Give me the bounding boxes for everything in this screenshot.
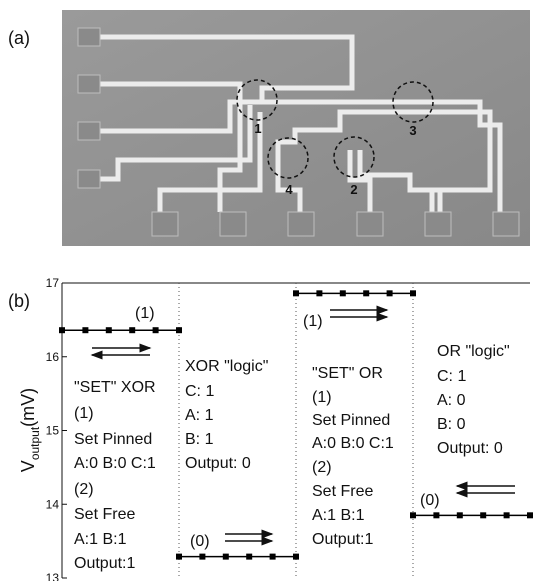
annotation: (1) [74, 405, 94, 422]
annotation: OR "logic" [437, 343, 510, 360]
marker-label: 3 [409, 123, 416, 138]
marker-label: 2 [350, 182, 357, 197]
annotation: A:1 B:1 [74, 531, 127, 548]
level-marker [433, 512, 439, 518]
annotation: A: 1 [185, 407, 214, 424]
annotation: XOR "logic" [185, 358, 268, 375]
annotation: (1) [303, 313, 323, 330]
y-tick-label: 15 [46, 424, 60, 438]
panel-label: (b) [8, 291, 30, 311]
annotation: "SET" OR [312, 365, 383, 382]
level-marker [340, 290, 346, 296]
annotation: C: 1 [185, 383, 214, 400]
annotation: A: 0 [437, 392, 466, 409]
y-axis-label-main: V [18, 460, 38, 472]
annotation: (1) [135, 305, 155, 322]
level-marker [153, 327, 159, 333]
level-marker [199, 554, 205, 560]
annotation: Output: 0 [185, 455, 251, 472]
level-marker [293, 290, 299, 296]
annotation: B: 1 [185, 431, 214, 448]
annotation: (2) [74, 481, 94, 498]
y-axis-label-sub: output [28, 426, 42, 460]
level-marker [504, 512, 510, 518]
micrograph [62, 10, 530, 246]
level-marker [129, 327, 135, 333]
annotation: Set Free [74, 506, 135, 523]
y-axis-label-unit: (mV) [18, 388, 38, 427]
annotation: C: 1 [437, 368, 466, 385]
level-marker [223, 554, 229, 560]
annotation: (0) [190, 533, 210, 550]
y-axis-label: Voutput(mV) [18, 388, 42, 472]
annotation: A:0 B:0 C:1 [312, 435, 394, 452]
annotation: "SET" XOR [74, 379, 156, 396]
annotation: A:1 B:1 [312, 507, 365, 524]
level-marker [270, 554, 276, 560]
annotation: A:0 B:0 C:1 [74, 455, 156, 472]
level-marker [387, 290, 393, 296]
annotation: Output:1 [312, 531, 373, 548]
annotation: (2) [312, 459, 332, 476]
level-marker [106, 327, 112, 333]
y-tick-label: 14 [46, 497, 60, 511]
annotation: Set Pinned [312, 412, 390, 429]
level-marker [457, 512, 463, 518]
annotation: Set Free [312, 483, 373, 500]
figure: (a) 1 3 4 2 (b) Voutput(mV) 13 14 15 16 17 (1… [0, 0, 533, 581]
level-marker [316, 290, 322, 296]
level-marker [82, 327, 88, 333]
annotation: Output:1 [74, 555, 135, 572]
annotation: Set Pinned [74, 431, 152, 448]
marker-label: 1 [254, 121, 261, 136]
level-marker [246, 554, 252, 560]
annotation: B: 0 [437, 416, 466, 433]
annotation: Output: 0 [437, 440, 503, 457]
y-tick-label: 17 [46, 276, 60, 290]
level-marker [410, 512, 416, 518]
level-marker [363, 290, 369, 296]
panel-label: (a) [8, 28, 30, 48]
level-marker [410, 290, 416, 296]
annotation: (0) [420, 492, 440, 509]
level-marker [59, 327, 65, 333]
annotation: (1) [312, 389, 332, 406]
y-tick-label: 16 [46, 350, 60, 364]
level-marker [293, 554, 299, 560]
level-marker [480, 512, 486, 518]
level-marker [527, 512, 533, 518]
y-tick-label: 13 [46, 571, 60, 581]
marker-label: 4 [285, 182, 293, 197]
level-marker [176, 327, 182, 333]
level-marker [176, 554, 182, 560]
